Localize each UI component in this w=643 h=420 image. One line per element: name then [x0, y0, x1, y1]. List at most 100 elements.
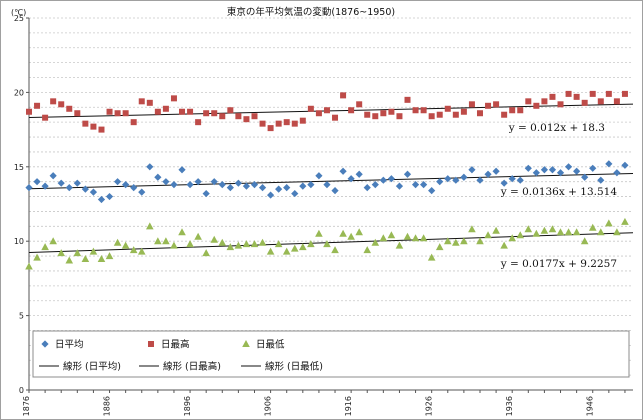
data-point-diamond [411, 181, 420, 189]
data-point-square [154, 108, 161, 115]
data-point-diamond [49, 172, 57, 180]
legend-label: 日最低 [256, 339, 285, 351]
data-point-triangle [323, 240, 331, 248]
data-point-triangle [500, 241, 508, 249]
axes: 0 5 10 15 20 25 1876 1886 1896 1906 1916 1926 1936 19… [14, 14, 633, 416]
data-point-triangle [105, 252, 114, 260]
data-point-triangle [266, 247, 275, 255]
data-point-triangle [218, 238, 227, 246]
data-point-diamond [484, 170, 492, 178]
data-point-triangle [524, 225, 533, 233]
data-point-square [573, 93, 580, 100]
data-point-diamond [97, 195, 106, 204]
data-point-diamond [267, 191, 275, 199]
data-point-diamond [242, 182, 251, 190]
x-tick-label: 1946 [586, 396, 595, 416]
data-point-diamond [436, 178, 444, 186]
data-point-square [74, 110, 81, 117]
y-tick-label: 20 [14, 88, 24, 97]
data-point-diamond [355, 170, 363, 178]
data-point-square [227, 107, 234, 114]
data-point-triangle [49, 237, 57, 245]
data-point-triangle [299, 243, 307, 251]
data-point-diamond [258, 184, 267, 192]
data-point-triangle [250, 240, 259, 248]
data-point-diamond [492, 167, 500, 175]
data-point-diamond [307, 181, 315, 189]
data-point-square [501, 111, 508, 118]
data-point-triangle [564, 228, 573, 236]
data-point-triangle [435, 243, 444, 251]
data-point-diamond [347, 175, 355, 183]
data-point-diamond [291, 189, 299, 198]
y-axis-unit-label: (℃) [11, 8, 26, 17]
data-point-square [170, 95, 177, 102]
data-point-square [138, 98, 145, 105]
data-point-square [66, 105, 73, 112]
data-point-triangle [516, 231, 525, 239]
data-point-triangle [580, 237, 589, 245]
data-point-square [460, 108, 467, 115]
data-point-diamond [218, 181, 226, 189]
legend-marker-triangle [242, 340, 250, 347]
data-point-diamond [33, 178, 41, 186]
x-tick-label: 1896 [183, 396, 192, 416]
y-tick-label: 5 [19, 312, 24, 321]
data-point-diamond [605, 160, 613, 168]
data-points [25, 90, 629, 270]
data-point-diamond [444, 175, 452, 183]
data-point-square [307, 105, 314, 112]
data-point-square [364, 111, 371, 118]
data-point-square [203, 110, 210, 117]
data-point-diamond [621, 161, 629, 169]
data-point-triangle [613, 228, 621, 236]
data-point-diamond [573, 167, 581, 175]
data-point-diamond [130, 184, 138, 192]
data-point-square [162, 105, 169, 112]
data-point-diamond [299, 182, 307, 190]
x-tick-label: 1876 [22, 396, 31, 416]
data-point-square [436, 111, 443, 118]
data-point-triangle [339, 229, 347, 237]
data-point-diamond [122, 181, 130, 189]
data-point-diamond [420, 181, 428, 189]
data-point-square [388, 108, 395, 115]
data-point-diamond [476, 176, 484, 184]
data-point-diamond [89, 188, 98, 196]
data-point-diamond [105, 192, 114, 201]
data-point-square [348, 107, 355, 114]
data-point-diamond [428, 187, 436, 195]
data-point-diamond [81, 185, 89, 193]
data-point-triangle [25, 262, 33, 270]
data-point-diamond [468, 166, 476, 174]
data-point-diamond [275, 185, 283, 193]
data-point-square [251, 113, 258, 120]
data-point-triangle [419, 234, 428, 242]
data-point-diamond [146, 163, 154, 171]
data-point-diamond [315, 172, 323, 180]
data-point-triangle [443, 237, 452, 245]
data-point-triangle [57, 249, 66, 257]
data-point-triangle [307, 240, 315, 248]
data-point-diamond [25, 184, 33, 192]
data-point-triangle [588, 223, 597, 231]
data-point-diamond [556, 169, 565, 177]
data-point-square [396, 113, 403, 120]
data-point-triangle [33, 253, 41, 261]
data-point-triangle [81, 255, 90, 263]
data-point-diamond [540, 166, 549, 174]
data-point-square [275, 120, 282, 127]
data-point-triangle [210, 235, 219, 243]
data-point-square [549, 93, 556, 100]
data-point-triangle [242, 240, 251, 248]
data-point-diamond [331, 187, 339, 195]
legend-trendline-label: 線形 (日最低) [265, 361, 323, 373]
data-point-triangle [41, 243, 49, 251]
data-point-diamond [57, 179, 65, 187]
data-point-square [557, 101, 564, 108]
data-point-triangle [596, 228, 605, 236]
data-point-diamond [532, 169, 540, 177]
data-point-square [90, 123, 97, 130]
